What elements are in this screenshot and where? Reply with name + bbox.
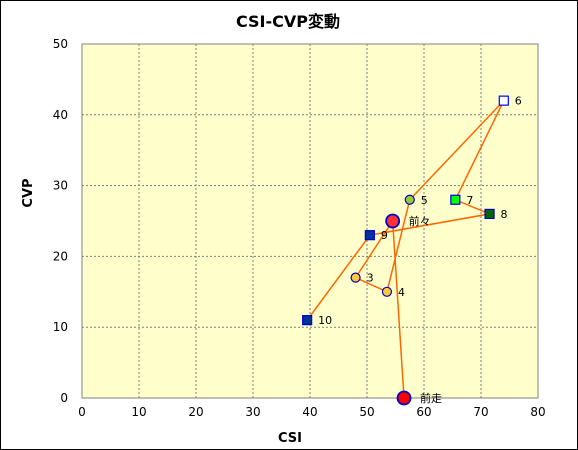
data-point-marker <box>302 315 313 326</box>
x-tick-label: 60 <box>416 405 431 419</box>
data-point-label: 5 <box>421 194 428 207</box>
x-axis-ticks: 0 10 20 30 40 50 60 70 80 <box>78 405 545 419</box>
x-tick-label: 50 <box>359 405 374 419</box>
data-point-label: 8 <box>501 208 508 221</box>
data-point-marker <box>381 286 393 297</box>
data-point-marker <box>396 390 412 406</box>
series-polyline <box>306 100 505 399</box>
data-point-label: 3 <box>367 272 374 285</box>
data-point-label: 前走 <box>420 391 442 405</box>
plot-border <box>81 43 539 399</box>
data-point-marker <box>364 230 375 241</box>
data-point-label: 10 <box>318 314 332 327</box>
data-point-label: 7 <box>466 194 473 207</box>
x-tick-label: 80 <box>530 405 545 419</box>
x-tick-label: 70 <box>473 405 488 419</box>
data-point-marker <box>404 194 415 205</box>
data-point-marker <box>385 213 401 229</box>
data-point-label: 4 <box>398 286 405 299</box>
chart-title: CSI-CVP変動 <box>236 12 340 31</box>
x-tick-label: 20 <box>188 405 203 419</box>
data-point-label: 9 <box>381 229 388 242</box>
data-labels: 前走 前々 3 4 5 6 7 8 9 10 <box>318 95 522 405</box>
y-tick-label: 10 <box>53 320 68 334</box>
y-tick-label: 0 <box>60 391 68 405</box>
data-point-marker <box>484 208 495 220</box>
y-tick-label: 30 <box>53 179 68 193</box>
y-axis-ticks: 0 10 20 30 40 50 <box>53 37 68 405</box>
data-point-label: 6 <box>515 95 522 108</box>
data-point-marker <box>350 272 361 283</box>
data-markers <box>302 95 509 406</box>
x-tick-label: 30 <box>245 405 260 419</box>
data-point-label: 前々 <box>409 214 431 228</box>
y-tick-label: 20 <box>53 249 68 263</box>
y-tick-label: 40 <box>53 108 68 122</box>
y-axis-label: CVP <box>21 178 36 207</box>
x-tick-label: 0 <box>78 405 86 419</box>
x-tick-label: 10 <box>131 405 146 419</box>
series-line <box>306 100 505 399</box>
data-point-marker <box>450 194 461 205</box>
y-tick-label: 50 <box>53 37 68 51</box>
x-tick-label: 40 <box>302 405 317 419</box>
x-axis-label: CSI <box>278 431 302 446</box>
data-point-marker <box>498 95 509 106</box>
